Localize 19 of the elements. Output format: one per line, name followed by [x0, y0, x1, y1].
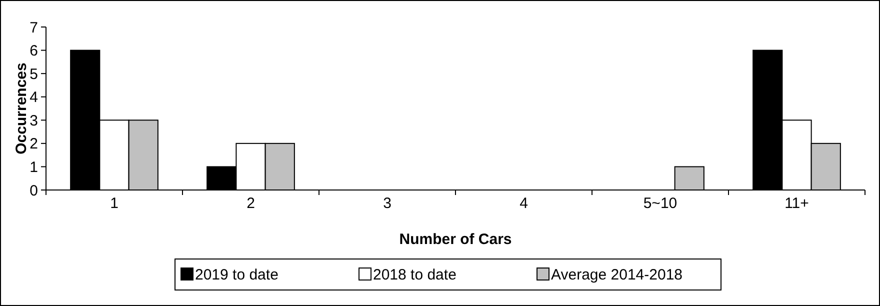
x-tick-label: 1: [110, 195, 118, 212]
x-tick-label: 11+: [784, 195, 810, 212]
y-tick-label: 5: [30, 66, 38, 83]
y-tick-label: 4: [30, 89, 38, 106]
legend-label: Average 2014-2018: [551, 266, 682, 284]
y-tick-label: 2: [30, 136, 38, 153]
x-tick-label: 3: [383, 195, 392, 212]
y-tick-label: 6: [30, 42, 38, 60]
legend-label: 2018 to date: [373, 266, 456, 284]
y-axis-title: Occurrences: [13, 62, 30, 154]
legend-label: 2019 to date: [195, 266, 278, 284]
x-axis-title: Number of Cars: [399, 231, 512, 248]
x-tick-label: 2: [246, 195, 255, 212]
y-tick-label: 7: [30, 19, 38, 36]
x-tick-label: 5~10: [643, 195, 678, 212]
x-tick-label: 4: [520, 195, 528, 212]
y-tick-label: 1: [30, 158, 38, 176]
y-tick-label: 3: [30, 112, 38, 130]
y-tick-label: 0: [30, 182, 38, 200]
